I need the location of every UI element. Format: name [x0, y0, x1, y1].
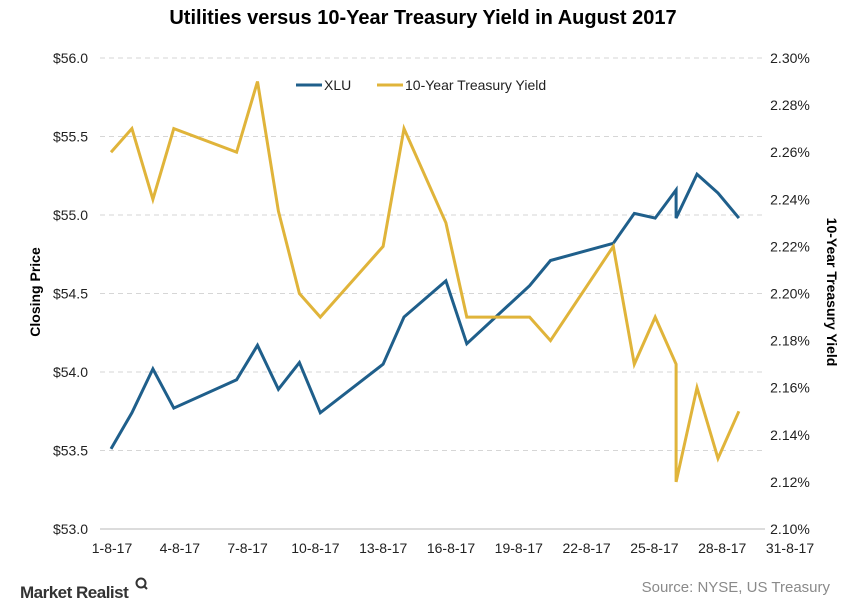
logo-text: Market Realist [20, 583, 129, 602]
gridlines [100, 57, 765, 530]
y-tick-label: $55.0 [53, 207, 88, 223]
y2-tick-label: 2.14% [770, 427, 810, 443]
x-tick-label: 4-8-17 [160, 540, 201, 556]
x-tick-label: 16-8-17 [427, 540, 475, 556]
legend-label-yield: 10-Year Treasury Yield [405, 77, 546, 93]
series-line-treasury-yield [109, 81, 741, 483]
x-tick-label: 13-8-17 [359, 540, 407, 556]
y-tick-label: $53.0 [53, 521, 88, 537]
left-axis-ticks: $53.0 $53.5 $54.0 $54.5 $55.0 $55.5 $56.0 [53, 50, 88, 537]
left-axis-label: Closing Price [27, 247, 43, 337]
y2-tick-label: 2.12% [770, 474, 810, 490]
y-tick-label: $54.5 [53, 286, 88, 302]
legend: XLU 10-Year Treasury Yield [296, 77, 546, 93]
x-tick-label: 10-8-17 [291, 540, 339, 556]
chart-title: Utilities versus 10-Year Treasury Yield … [169, 7, 676, 29]
x-tick-label: 19-8-17 [495, 540, 543, 556]
x-tick-label: 1-8-17 [92, 540, 133, 556]
right-axis-label: 10-Year Treasury Yield [824, 218, 840, 367]
y2-tick-label: 2.28% [770, 97, 810, 113]
y2-tick-label: 2.22% [770, 238, 810, 254]
source-note: Source: NYSE, US Treasury [642, 579, 831, 596]
x-tick-label: 7-8-17 [227, 540, 268, 556]
y2-tick-label: 2.16% [770, 380, 810, 396]
series-lines [109, 81, 741, 483]
magnifier-icon [135, 577, 147, 589]
x-tick-label: 31-8-17 [766, 540, 814, 556]
y2-tick-label: 2.30% [770, 50, 810, 66]
x-tick-label: 22-8-17 [562, 540, 610, 556]
y2-tick-label: 2.26% [770, 144, 810, 160]
y-tick-label: $54.0 [53, 364, 88, 380]
x-tick-label: 25-8-17 [630, 540, 678, 556]
market-realist-logo: Market Realist [20, 577, 148, 602]
y2-tick-label: 2.18% [770, 333, 810, 349]
x-axis-ticks: 1-8-17 4-8-17 7-8-17 10-8-17 13-8-17 16-8-17 1… [92, 540, 815, 556]
y-tick-label: $56.0 [53, 50, 88, 66]
legend-label-xlu: XLU [324, 77, 351, 93]
right-axis-ticks: 2.10% 2.12% 2.14% 2.16% 2.18% 2.20% 2.22% 2.24%… [770, 50, 810, 537]
y-tick-label: $53.5 [53, 443, 88, 459]
y2-tick-label: 2.20% [770, 286, 810, 302]
x-tick-label: 28-8-17 [698, 540, 746, 556]
y-tick-label: $55.5 [53, 129, 88, 145]
y2-tick-label: 2.24% [770, 191, 810, 207]
y2-tick-label: 2.10% [770, 521, 810, 537]
